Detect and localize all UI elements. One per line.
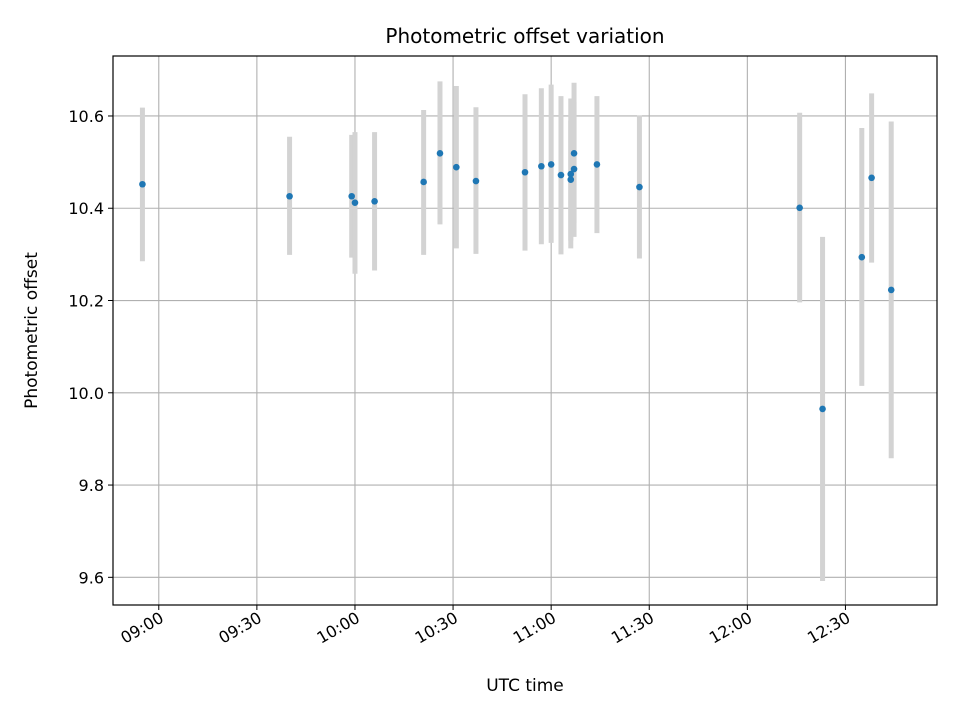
data-point: [521, 168, 529, 176]
data-point: [286, 192, 293, 200]
data-points: [139, 150, 895, 413]
data-point: [348, 192, 355, 200]
y-axis-ticks: 9.6 9.8 10.0 10.2 10.4 10.6: [68, 107, 113, 587]
data-point: [538, 162, 545, 170]
data-point: [139, 180, 146, 188]
y-tick-label: 10.0: [68, 384, 104, 403]
data-point: [593, 161, 601, 168]
y-tick-label: 9.8: [79, 476, 104, 495]
data-point: [636, 183, 643, 191]
data-point: [371, 198, 378, 205]
data-point: [567, 170, 575, 178]
x-axis-label: UTC time: [486, 676, 564, 696]
data-point: [351, 199, 359, 207]
data-point: [472, 177, 480, 185]
data-point: [557, 171, 565, 179]
data-point: [858, 253, 866, 261]
data-point: [453, 163, 460, 171]
y-tick-label: 10.6: [68, 107, 104, 126]
data-point: [547, 161, 555, 168]
y-axis-label: Photometric offset: [22, 252, 42, 409]
chart-title: Photometric offset variation: [385, 24, 664, 48]
y-tick-label: 10.4: [68, 199, 104, 218]
data-point: [868, 174, 875, 182]
data-point: [420, 178, 427, 186]
data-point: [819, 405, 826, 413]
y-tick-label: 10.2: [68, 292, 104, 311]
plot-frame: [112, 55, 938, 606]
data-point: [567, 176, 575, 183]
y-tick-label: 9.6: [79, 568, 104, 587]
data-point: [570, 165, 578, 173]
data-point: [796, 204, 803, 212]
data-point: [436, 150, 444, 157]
data-point: [570, 150, 578, 157]
data-point: [887, 286, 895, 294]
